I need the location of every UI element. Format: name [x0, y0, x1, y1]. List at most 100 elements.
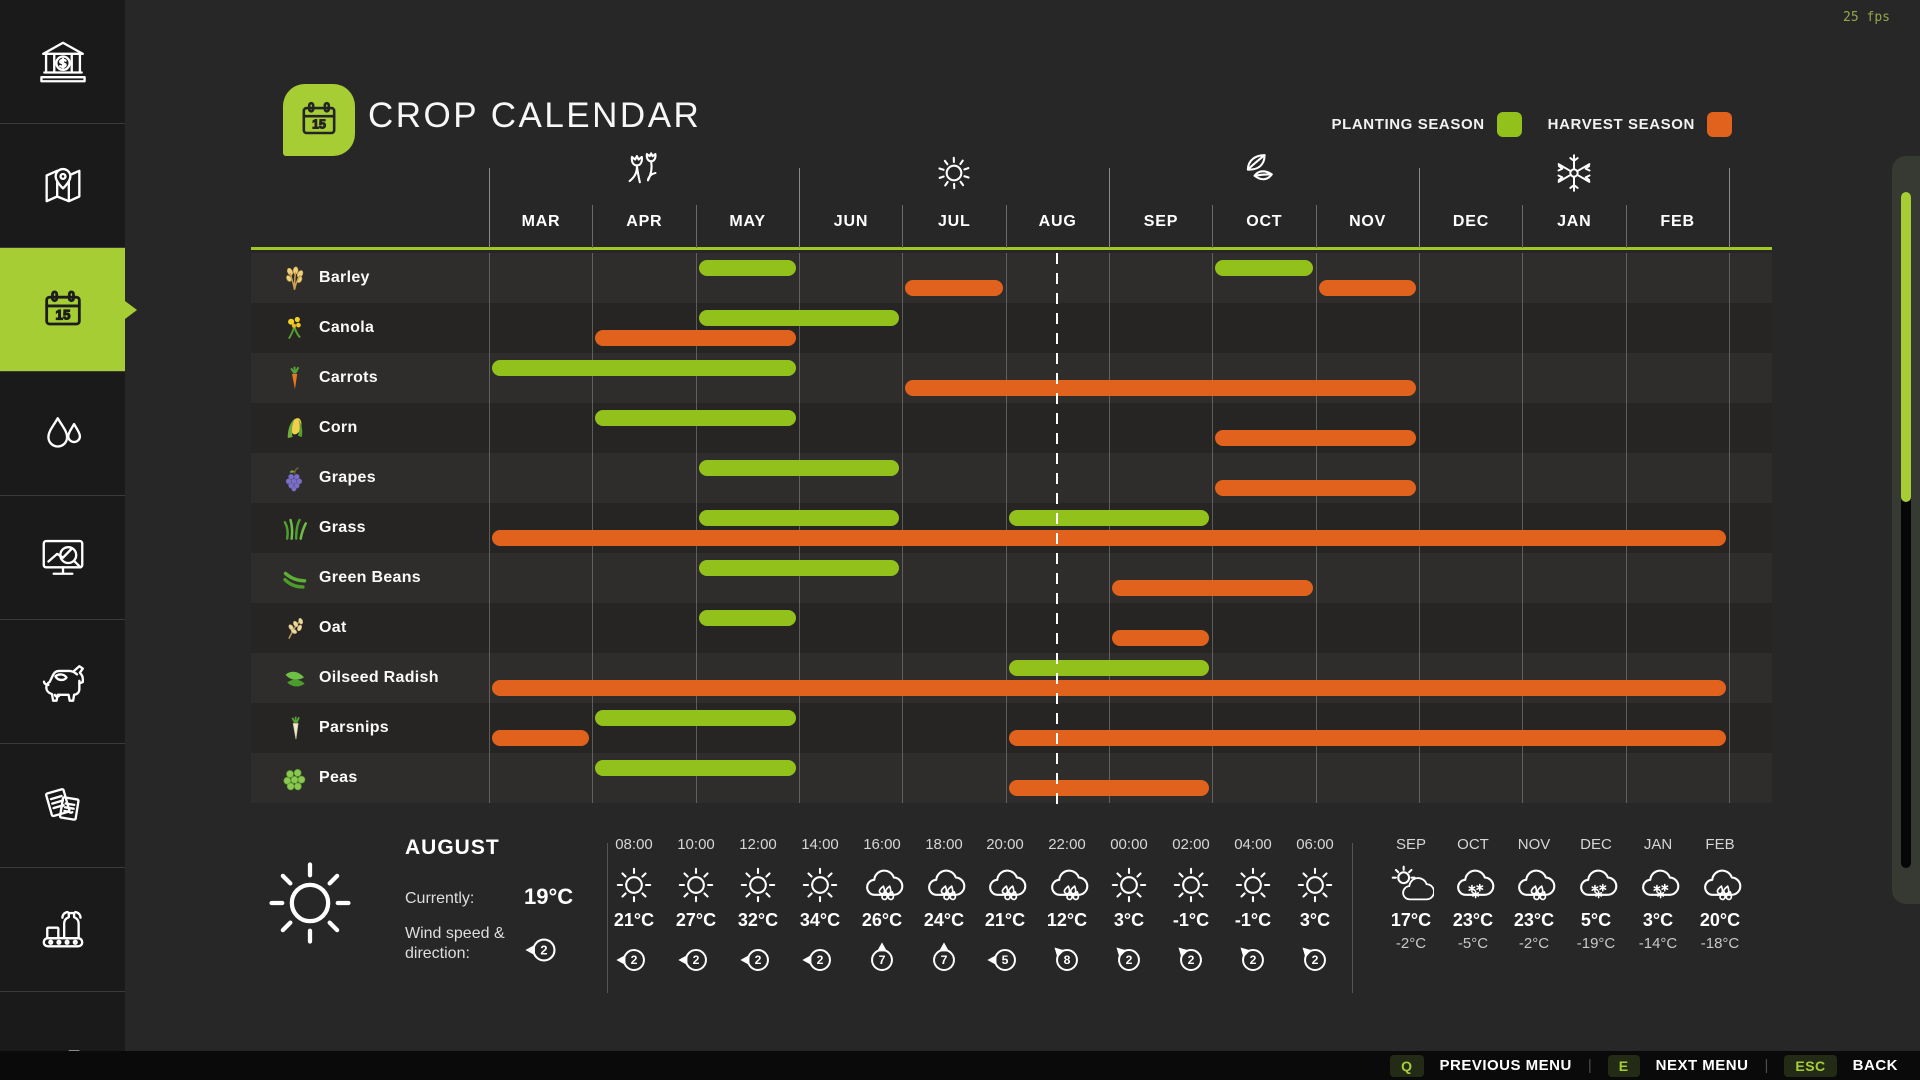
wind-indicator: 7 [863, 941, 901, 979]
key-badge-q[interactable]: Q [1390, 1054, 1424, 1077]
footer-action-next-menu[interactable]: NEXT MENU [1655, 1057, 1749, 1074]
crop-name: Oat [319, 619, 347, 636]
grapes-harvest-bar [1215, 480, 1416, 496]
forecast-low: -5°C [1457, 935, 1489, 952]
green-beans-planting-bar [698, 560, 900, 576]
barley-planting-bar [698, 260, 796, 276]
current-month-label: AUGUST [405, 836, 500, 859]
current-wind-indicator: 2 [524, 930, 564, 970]
monthly-forecast-feb: FEB 20°C -18°C [1691, 836, 1749, 952]
svg-text:7: 7 [941, 953, 948, 967]
month-tick [1109, 168, 1110, 248]
crop-name: Parsnips [319, 719, 389, 736]
forecast-time: 00:00 [1110, 836, 1148, 853]
month-tick [1315, 205, 1317, 248]
hourly-forecast-1400: 14:00 34°C 2 [791, 836, 849, 979]
monthly-forecast-jan: JAN 3°C -14°C [1629, 836, 1687, 952]
forecast-low: -2°C [1395, 935, 1427, 952]
key-badge-esc[interactable]: ESC [1784, 1054, 1837, 1077]
parsnips-planting-bar [595, 710, 796, 726]
grapes-planting-bar [698, 460, 900, 476]
footer-action-previous-menu[interactable]: PREVIOUS MENU [1439, 1057, 1572, 1074]
wind-indicator: 2 [739, 941, 777, 979]
month-tick [1005, 205, 1007, 248]
forecast-time: 18:00 [925, 836, 963, 853]
oat-icon [281, 615, 308, 642]
chart-gridline [1522, 253, 1524, 803]
peas-icon [281, 765, 308, 792]
sidebar-item-finances[interactable] [0, 0, 125, 124]
chart-gridline [799, 253, 800, 803]
month-label-jun: JUN [833, 213, 869, 230]
month-label-may: MAY [729, 213, 766, 230]
forecast-low: -2°C [1518, 935, 1550, 952]
oat-harvest-bar [1112, 630, 1210, 646]
forecast-temp: 21°C [984, 910, 1026, 930]
month-label-oct: OCT [1246, 213, 1283, 230]
forecast-temp: -1°C [1234, 910, 1272, 930]
sidebar-item-production[interactable] [0, 868, 125, 992]
parsnips-harvest-bar [1008, 730, 1726, 746]
chart-gridline [695, 253, 697, 803]
scrollbar-thumb[interactable] [1901, 192, 1911, 502]
crop-calendar-title-icon: 15 [283, 84, 355, 156]
month-tick [592, 205, 594, 248]
key-badge-e[interactable]: E [1607, 1054, 1640, 1077]
parsnips-icon [281, 715, 308, 742]
sidebar-item-prices[interactable] [0, 496, 125, 620]
sidebar-item-animals[interactable] [0, 620, 125, 744]
chart-gridline [1315, 253, 1317, 803]
partly-weather-icon [1388, 862, 1435, 908]
svg-text:2: 2 [1250, 953, 1257, 967]
chart-gridline [1212, 253, 1214, 803]
snow-weather-icon [1635, 862, 1681, 908]
sidebar-item-contracts[interactable] [0, 744, 125, 868]
forecast-time: 10:00 [677, 836, 715, 853]
hourly-forecast-0400: 04:00 -1°C 2 [1224, 836, 1282, 979]
barley-icon [281, 265, 308, 292]
month-tick [1522, 205, 1524, 248]
crop-name: Green Beans [319, 569, 422, 586]
svg-text:8: 8 [1064, 953, 1071, 967]
sidebar: 15 [0, 0, 137, 1080]
forecast-temp: 26°C [861, 910, 903, 930]
sidebar-item-crop-calendar[interactable]: 15 [0, 248, 137, 372]
month-tick [799, 168, 800, 248]
svg-text:7: 7 [879, 953, 886, 967]
crop-row-peas: Peas [251, 753, 1772, 803]
wind-indicator: 2 [801, 941, 839, 979]
winter-season-icon [1551, 150, 1597, 196]
sun-weather-icon [1168, 862, 1214, 908]
hourly-forecast-0800: 08:00 21°C 2 [605, 836, 663, 979]
footer-separator: | [1587, 1057, 1592, 1074]
forecast-high: 5°C [1580, 910, 1612, 930]
rain-weather-icon [1511, 862, 1557, 908]
oilseed-radish-harvest-bar [492, 680, 1726, 696]
forecast-high: 20°C [1699, 910, 1741, 930]
chart-gridline [902, 253, 904, 803]
corn-icon [281, 415, 308, 442]
wind-indicator: 7 [925, 941, 963, 979]
forecast-low: -14°C [1638, 935, 1678, 952]
forecast-time: 14:00 [801, 836, 839, 853]
monthly-forecast-nov: NOV 23°C -2°C [1505, 836, 1563, 952]
forecast-temp: 3°C [1113, 910, 1145, 930]
canola-icon [281, 315, 308, 342]
scrollbar-track[interactable] [1901, 192, 1911, 868]
legend-planting-label: PLANTING SEASON [1331, 116, 1485, 133]
hourly-forecast-2200: 22:00 12°C 8 [1038, 836, 1096, 979]
sun-weather-icon [673, 862, 719, 908]
oat-planting-bar [698, 610, 796, 626]
wind-indicator: 5 [986, 941, 1024, 979]
monthly-forecast-oct: OCT 23°C -5°C [1444, 836, 1502, 952]
svg-text:2: 2 [817, 953, 824, 967]
footer-action-back[interactable]: BACK [1852, 1057, 1898, 1074]
carrots-planting-bar [492, 360, 796, 376]
crop-row-canola: Canola [251, 303, 1772, 353]
corn-planting-bar [595, 410, 796, 426]
sidebar-item-map[interactable] [0, 124, 125, 248]
forecast-time: 22:00 [1048, 836, 1086, 853]
sidebar-item-precipitation[interactable] [0, 372, 125, 496]
snow-weather-icon [1450, 862, 1496, 908]
